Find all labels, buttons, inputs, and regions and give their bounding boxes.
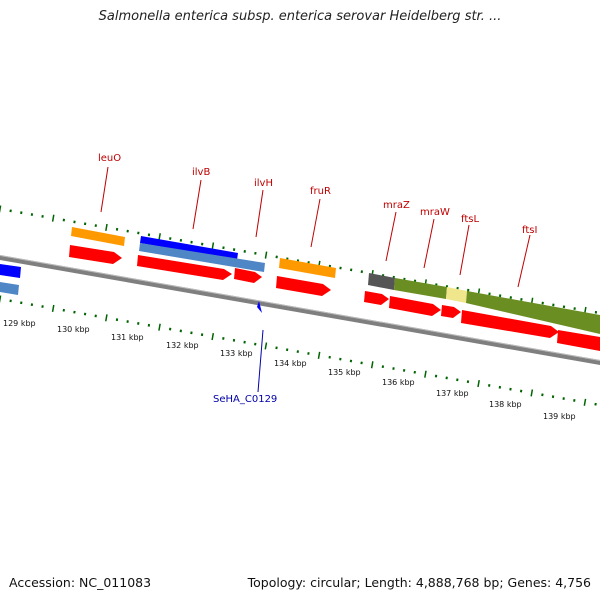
major-tick — [105, 314, 108, 322]
gene-label-mraZ[interactable]: mraZ — [383, 200, 410, 211]
gene-ilvB[interactable] — [140, 236, 238, 260]
gene-arrow[interactable] — [234, 268, 262, 283]
major-tick — [51, 304, 55, 312]
gene-arrow[interactable] — [441, 305, 461, 318]
major-tick — [158, 323, 161, 331]
scale-label: 133 kbp — [220, 349, 253, 358]
scale-label: 137 kbp — [436, 389, 469, 398]
gene-label-ftsI[interactable]: ftsI — [522, 225, 537, 236]
gene-label-leaders — [100, 166, 531, 288]
scale-label: 132 kbp — [166, 341, 199, 350]
gene-left-steelblue[interactable] — [0, 282, 19, 295]
gene-label-ilvH[interactable]: ilvH — [254, 178, 273, 189]
gene-label-ilvB[interactable]: ilvB — [192, 167, 210, 178]
gene-arrow[interactable] — [461, 310, 559, 338]
feature-track-upper — [0, 227, 600, 334]
scale-label: 136 kbp — [382, 378, 415, 387]
major-tick — [211, 242, 215, 250]
locus-label[interactable]: SeHA_C0129 — [213, 394, 277, 405]
scale-label: 130 kbp — [57, 325, 90, 334]
genome-backbone — [0, 255, 600, 365]
major-tick — [424, 370, 427, 378]
scale-label: 134 kbp — [274, 359, 307, 368]
scale-label: 129 kbp — [3, 319, 36, 328]
scale-labels: 129 kbp 130 kbp 131 kbp 132 kbp 133 kbp … — [3, 319, 576, 421]
gene-label-fruR[interactable]: fruR — [310, 186, 331, 197]
gene-arrow[interactable] — [364, 291, 389, 305]
gene-arrow[interactable] — [137, 255, 232, 280]
gene-mraW[interactable] — [394, 278, 447, 299]
feature-track-lower — [69, 245, 600, 351]
major-tick — [477, 379, 480, 388]
major-tick — [317, 351, 321, 359]
major-tick — [105, 223, 108, 232]
gene-arrow[interactable] — [557, 330, 600, 351]
accession-text: Accession: NC_011083 — [9, 575, 152, 590]
gene-label-ftsL[interactable]: ftsL — [461, 214, 479, 225]
gene-ftsL[interactable] — [446, 287, 467, 303]
gene-ftsI[interactable] — [466, 291, 600, 334]
gene-left-blue[interactable] — [0, 264, 21, 278]
scale-label: 135 kbp — [328, 368, 361, 377]
major-tick — [264, 251, 268, 259]
gene-ilvB-cds[interactable] — [139, 243, 265, 272]
topology-summary: Topology: circular; Length: 4,888,768 bp… — [247, 575, 591, 590]
major-tick — [51, 214, 55, 222]
scale-label: 138 kbp — [489, 400, 522, 409]
major-tick — [370, 361, 374, 369]
gene-label-leuO[interactable]: leuO — [98, 153, 121, 164]
major-tick — [0, 295, 2, 303]
lower-tick-track — [0, 295, 597, 406]
scale-label: 131 kbp — [111, 333, 144, 342]
major-tick — [264, 342, 268, 350]
locus-leader — [257, 329, 264, 393]
map-title: Salmonella enterica subsp. enterica sero… — [98, 9, 502, 24]
scale-label: 139 kbp — [543, 412, 576, 421]
gene-leuO[interactable] — [71, 227, 125, 246]
gene-mraZ[interactable] — [368, 273, 395, 290]
major-tick — [211, 333, 215, 341]
gene-arrow[interactable] — [69, 245, 122, 264]
major-tick — [158, 233, 161, 241]
gene-fruR[interactable] — [279, 258, 336, 278]
gene-arrow[interactable] — [276, 276, 331, 296]
gene-arrow[interactable] — [389, 296, 441, 316]
major-tick — [530, 389, 534, 397]
major-tick — [0, 205, 2, 213]
locus-marker[interactable] — [257, 301, 262, 313]
gene-label-mraW[interactable]: mraW — [420, 207, 450, 218]
major-tick — [583, 398, 587, 406]
